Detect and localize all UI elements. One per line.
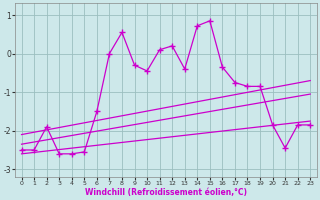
X-axis label: Windchill (Refroidissement éolien,°C): Windchill (Refroidissement éolien,°C) bbox=[85, 188, 247, 197]
